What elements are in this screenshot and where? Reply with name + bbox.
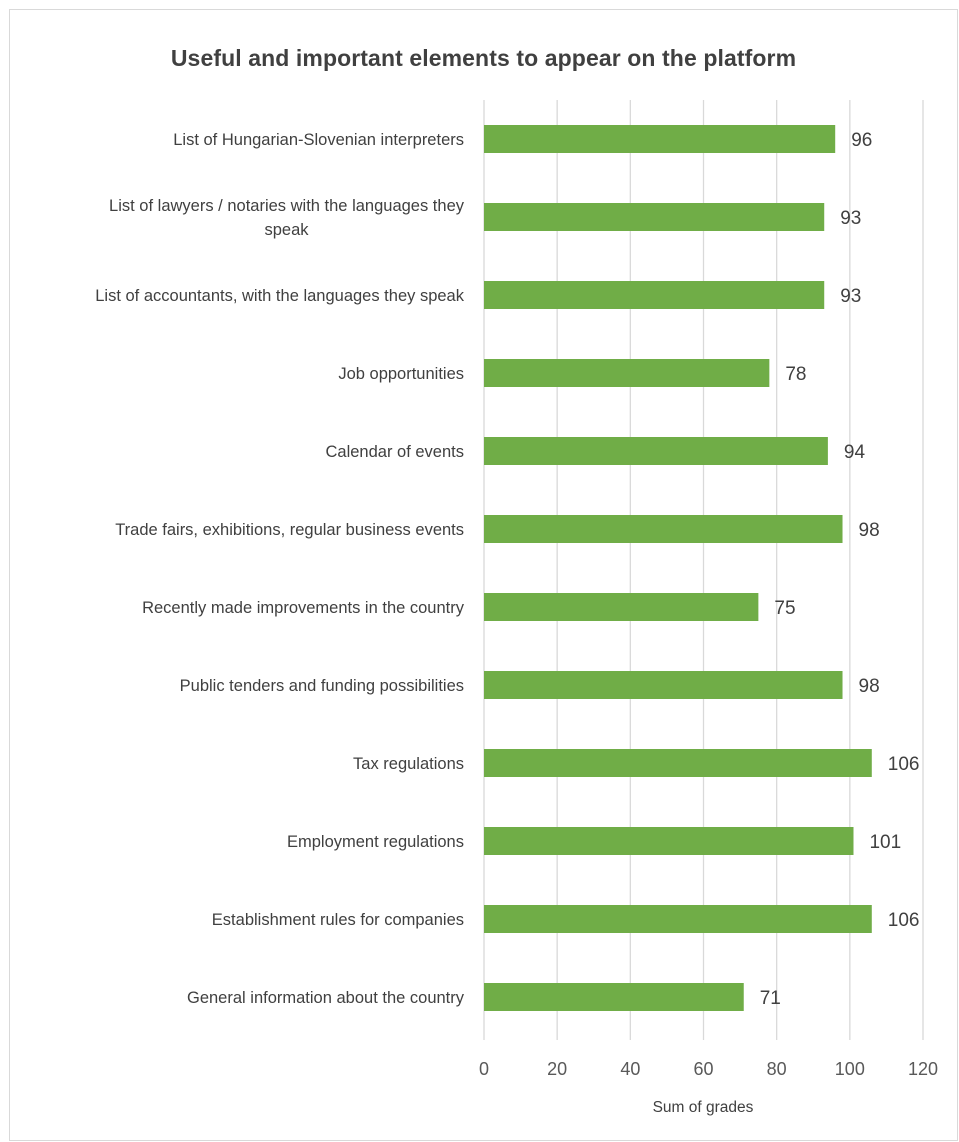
x-tick-label: 40 [620,1059,640,1079]
data-label: 106 [888,754,920,775]
bar [484,671,843,699]
x-tick-label: 0 [479,1059,489,1079]
category-label: List of lawyers / notaries with the lang… [109,197,465,239]
category-label: Trade fairs, exhibitions, regular busine… [115,521,464,539]
category-label: Recently made improvements in the countr… [142,599,465,617]
bar [484,827,854,855]
bar [484,749,872,777]
data-label: 75 [774,598,795,619]
x-tick-labels: 0 20 40 60 80 100 120 [479,1059,938,1079]
data-label: 106 [888,910,920,931]
data-labels: 96 93 93 78 94 98 75 98 106 101 106 71 [760,130,920,1009]
category-label: Job opportunities [338,365,464,383]
bar [484,515,843,543]
bar [484,125,836,153]
category-label: Tax regulations [353,755,464,773]
category-label: Calendar of events [325,443,464,461]
x-tick-label: 80 [767,1059,787,1079]
data-label: 78 [785,364,806,385]
bar [484,905,872,933]
category-label: List of Hungarian-Slovenian interpreters [173,131,464,149]
data-label: 71 [760,988,781,1009]
data-label: 94 [844,442,866,463]
data-label: 93 [840,286,861,307]
bar [484,359,770,387]
category-labels: List of Hungarian-Slovenian interpreters… [95,131,464,1007]
bar [484,281,825,309]
data-label: 98 [859,676,880,697]
x-tick-label: 60 [693,1059,713,1079]
bars [484,125,872,1011]
bar [484,983,744,1011]
data-label: 96 [851,130,872,151]
bar [484,593,759,621]
data-label: 93 [840,208,861,229]
x-axis-title: Sum of grades [653,1099,754,1116]
x-tick-label: 120 [908,1059,938,1079]
category-label: Employment regulations [287,833,464,851]
bar [484,203,825,231]
category-label: Establishment rules for companies [212,911,464,929]
chart-title: Useful and important elements to appear … [170,45,797,71]
x-tick-label: 100 [835,1059,865,1079]
x-tick-label: 20 [547,1059,567,1079]
data-label: 98 [859,520,880,541]
category-label: General information about the country [187,989,465,1007]
bar [484,437,828,465]
category-label: List of accountants, with the languages … [95,287,464,305]
gridlines [483,100,924,1040]
category-label: Public tenders and funding possibilities [180,677,464,695]
data-label: 101 [869,832,901,853]
